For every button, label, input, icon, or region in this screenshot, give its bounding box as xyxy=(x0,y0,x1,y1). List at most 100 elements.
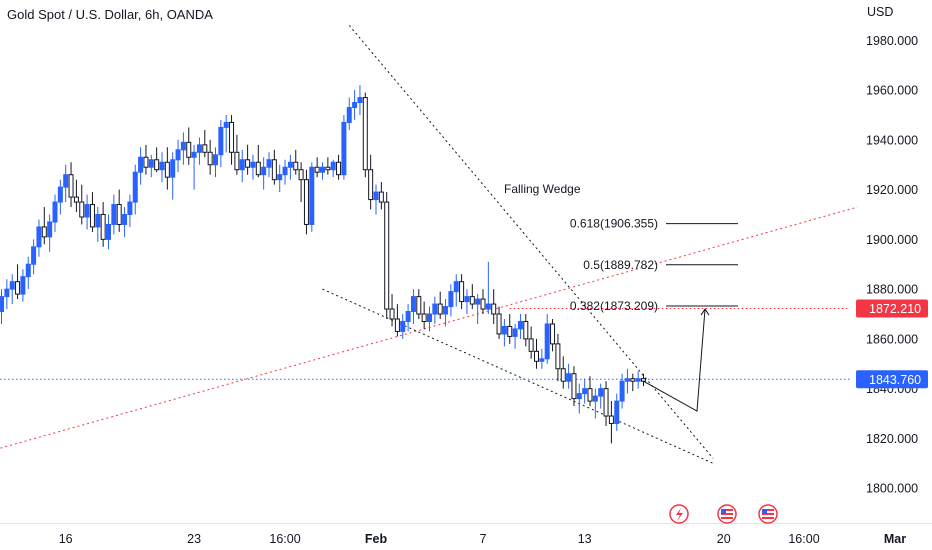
candle[interactable] xyxy=(485,261,491,315)
candle[interactable] xyxy=(507,314,513,344)
candle[interactable] xyxy=(320,162,325,180)
candle[interactable] xyxy=(223,114,229,153)
candle[interactable] xyxy=(9,274,15,305)
candle[interactable] xyxy=(234,134,240,175)
candle[interactable] xyxy=(73,179,79,213)
candle[interactable] xyxy=(15,264,21,300)
candle[interactable] xyxy=(475,294,481,324)
candle[interactable] xyxy=(362,92,368,178)
candle[interactable] xyxy=(41,207,47,245)
candle[interactable] xyxy=(576,383,582,414)
candle[interactable] xyxy=(437,291,443,319)
us-flag-event-icon[interactable] xyxy=(717,504,737,524)
candle[interactable] xyxy=(170,152,176,200)
candle[interactable] xyxy=(544,314,550,364)
candle[interactable] xyxy=(400,314,406,339)
candle[interactable] xyxy=(245,144,251,175)
candle[interactable] xyxy=(31,239,37,275)
candle[interactable] xyxy=(309,162,315,232)
candle[interactable] xyxy=(598,383,604,409)
candle[interactable] xyxy=(619,373,625,409)
candle[interactable] xyxy=(303,169,309,235)
candle[interactable] xyxy=(154,147,160,173)
candle[interactable] xyxy=(384,192,390,319)
candle[interactable] xyxy=(255,144,261,178)
candle[interactable] xyxy=(405,304,411,332)
candle[interactable] xyxy=(614,393,620,431)
candle[interactable] xyxy=(138,147,144,185)
candle[interactable] xyxy=(555,333,561,382)
candle[interactable] xyxy=(293,149,299,175)
candle[interactable] xyxy=(314,157,320,178)
candle[interactable] xyxy=(496,306,502,339)
candle[interactable] xyxy=(459,274,465,310)
candle[interactable] xyxy=(550,318,556,352)
candle[interactable] xyxy=(116,189,122,232)
candle[interactable] xyxy=(603,381,609,426)
candle[interactable] xyxy=(373,184,379,215)
candle[interactable] xyxy=(196,137,202,165)
candle[interactable] xyxy=(271,149,277,185)
projection-arrow[interactable] xyxy=(643,308,706,412)
candle[interactable] xyxy=(127,194,133,227)
candle[interactable] xyxy=(143,144,149,175)
candle[interactable] xyxy=(443,299,449,327)
candle[interactable] xyxy=(587,376,593,407)
candle[interactable] xyxy=(261,157,267,190)
candle[interactable] xyxy=(560,356,566,389)
candle[interactable] xyxy=(501,318,507,347)
candle[interactable] xyxy=(202,129,208,158)
candle[interactable] xyxy=(517,314,523,339)
candle[interactable] xyxy=(164,147,170,190)
candle[interactable] xyxy=(566,363,572,389)
candle[interactable] xyxy=(175,139,181,173)
candle[interactable] xyxy=(346,97,352,130)
candle[interactable] xyxy=(635,371,641,389)
candle[interactable] xyxy=(512,323,518,349)
candle[interactable] xyxy=(148,154,154,178)
candle[interactable] xyxy=(410,289,416,324)
lightning-event-icon[interactable] xyxy=(669,504,689,524)
candle[interactable] xyxy=(448,284,454,317)
candle[interactable] xyxy=(229,114,235,165)
candle[interactable] xyxy=(592,388,598,419)
candle[interactable] xyxy=(84,194,90,230)
candle[interactable] xyxy=(4,279,10,310)
candle[interactable] xyxy=(464,289,470,315)
candle[interactable] xyxy=(132,164,138,215)
candle[interactable] xyxy=(25,256,31,290)
candle[interactable] xyxy=(624,368,630,394)
candle[interactable] xyxy=(394,304,400,337)
candle[interactable] xyxy=(250,154,256,180)
candle[interactable] xyxy=(106,214,111,250)
candle[interactable] xyxy=(100,202,106,247)
candle[interactable] xyxy=(582,378,588,404)
candle[interactable] xyxy=(287,154,293,180)
plot-area[interactable]: 0.618(1906.355) 0.5(1889.782) 0.382(1873.2… xyxy=(0,25,858,464)
candle[interactable] xyxy=(47,214,53,252)
candle[interactable] xyxy=(36,219,42,257)
candle[interactable] xyxy=(539,348,545,369)
wedge-upper-trendline[interactable] xyxy=(348,25,714,459)
candle[interactable] xyxy=(68,162,74,208)
candle[interactable] xyxy=(282,159,288,185)
candle[interactable] xyxy=(277,164,283,193)
candle[interactable] xyxy=(378,182,384,210)
candle[interactable] xyxy=(191,144,197,190)
candle[interactable] xyxy=(57,179,63,215)
candle[interactable] xyxy=(63,164,69,203)
candle[interactable] xyxy=(20,269,26,302)
candle[interactable] xyxy=(630,373,636,392)
candle[interactable] xyxy=(336,154,342,180)
candle[interactable] xyxy=(186,127,192,165)
candle[interactable] xyxy=(528,326,534,359)
candle[interactable] xyxy=(213,147,218,178)
candle[interactable] xyxy=(79,184,85,225)
candle[interactable] xyxy=(427,306,432,332)
candle[interactable] xyxy=(330,159,336,178)
candle[interactable] xyxy=(608,401,614,444)
candle[interactable] xyxy=(52,194,58,232)
event-icons[interactable] xyxy=(669,504,778,524)
candle[interactable] xyxy=(469,284,475,310)
